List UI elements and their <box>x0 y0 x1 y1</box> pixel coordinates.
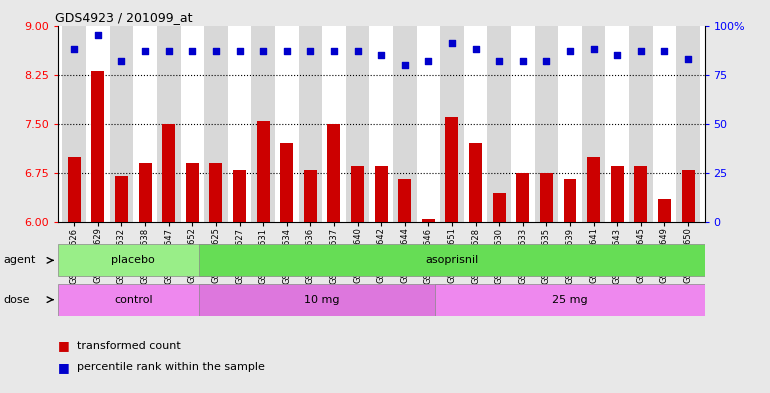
Point <box>446 40 458 46</box>
Bar <box>304 170 316 222</box>
Point <box>351 48 363 54</box>
Bar <box>68 156 81 222</box>
Bar <box>139 163 152 222</box>
Text: 25 mg: 25 mg <box>552 295 588 305</box>
Bar <box>62 26 86 222</box>
Point <box>92 32 104 39</box>
Bar <box>582 26 605 222</box>
Bar <box>446 117 458 222</box>
Point <box>257 48 270 54</box>
Bar <box>199 284 445 316</box>
Point <box>304 48 316 54</box>
Bar <box>228 26 251 222</box>
Point <box>139 48 151 54</box>
Bar <box>162 124 176 222</box>
Point <box>634 48 647 54</box>
Point <box>564 48 576 54</box>
Bar <box>115 176 128 222</box>
Text: placebo: placebo <box>112 255 156 265</box>
Point <box>682 56 695 62</box>
Bar <box>511 26 534 222</box>
Bar <box>487 26 511 222</box>
Bar <box>469 143 482 222</box>
Bar <box>629 26 653 222</box>
Bar <box>92 72 105 222</box>
Bar <box>370 26 393 222</box>
Text: control: control <box>114 295 152 305</box>
Point <box>68 46 80 52</box>
Text: percentile rank within the sample: percentile rank within the sample <box>77 362 265 373</box>
Bar <box>417 26 440 222</box>
Point <box>328 48 340 54</box>
Point <box>209 48 222 54</box>
Text: agent: agent <box>4 255 36 265</box>
Bar <box>256 121 270 222</box>
Bar <box>133 26 157 222</box>
Bar <box>375 166 387 222</box>
Point <box>233 48 246 54</box>
Point <box>399 62 411 68</box>
Bar <box>517 173 529 222</box>
Point <box>517 58 529 64</box>
Bar <box>587 156 600 222</box>
Bar <box>204 26 228 222</box>
Bar <box>86 26 109 222</box>
Bar <box>58 284 209 316</box>
Text: ■: ■ <box>58 339 69 353</box>
Bar <box>422 219 435 222</box>
Bar <box>540 173 553 222</box>
Bar <box>493 193 506 222</box>
Bar <box>275 26 299 222</box>
Bar <box>299 26 322 222</box>
Bar <box>393 26 417 222</box>
Bar <box>186 163 199 222</box>
Bar <box>346 26 370 222</box>
Bar <box>534 26 558 222</box>
Text: 10 mg: 10 mg <box>304 295 340 305</box>
Bar <box>464 26 487 222</box>
Text: asoprisnil: asoprisnil <box>425 255 479 265</box>
Bar <box>351 166 364 222</box>
Bar <box>327 124 340 222</box>
Bar <box>109 26 133 222</box>
Bar <box>199 244 705 276</box>
Bar <box>653 26 676 222</box>
Bar <box>605 26 629 222</box>
Bar <box>564 180 577 222</box>
Bar <box>58 244 209 276</box>
Bar <box>681 170 695 222</box>
Text: dose: dose <box>4 295 30 305</box>
Bar <box>611 166 624 222</box>
Bar <box>398 180 411 222</box>
Bar <box>209 163 223 222</box>
Text: transformed count: transformed count <box>77 341 181 351</box>
Bar <box>251 26 275 222</box>
Point <box>375 52 387 58</box>
Point <box>116 58 128 64</box>
Text: ■: ■ <box>58 361 69 374</box>
Point <box>186 48 199 54</box>
Bar <box>322 26 346 222</box>
Bar <box>180 26 204 222</box>
Bar <box>280 143 293 222</box>
Bar <box>440 26 464 222</box>
Bar <box>233 170 246 222</box>
Bar <box>634 166 648 222</box>
Bar <box>436 284 705 316</box>
Text: GDS4923 / 201099_at: GDS4923 / 201099_at <box>55 11 192 24</box>
Bar <box>658 199 671 222</box>
Point <box>470 46 482 52</box>
Bar <box>676 26 700 222</box>
Bar <box>157 26 180 222</box>
Point <box>541 58 553 64</box>
Point <box>422 58 434 64</box>
Point <box>280 48 293 54</box>
Bar <box>558 26 582 222</box>
Point <box>493 58 505 64</box>
Point <box>658 48 671 54</box>
Point <box>162 48 175 54</box>
Point <box>611 52 624 58</box>
Point <box>588 46 600 52</box>
